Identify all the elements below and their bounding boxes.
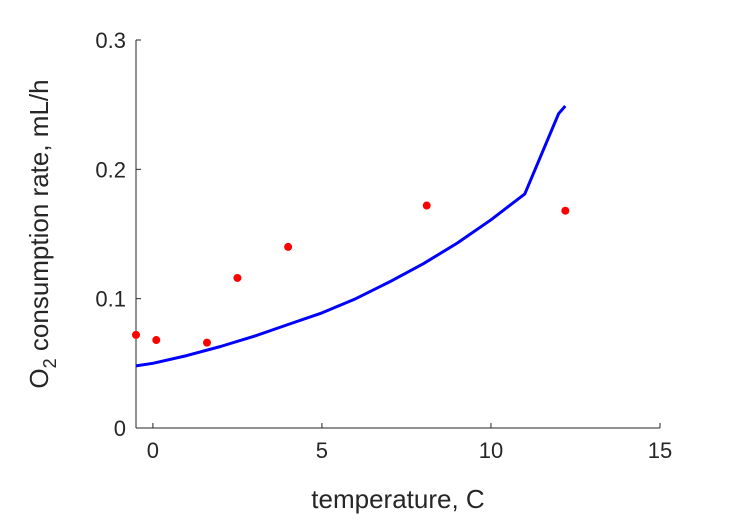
data-point xyxy=(233,273,242,282)
data-point xyxy=(152,336,161,345)
y-axis-label-main: O xyxy=(24,368,54,388)
data-point xyxy=(284,242,293,251)
y-tick-label: 0 xyxy=(114,416,126,441)
data-point xyxy=(422,201,431,210)
series-group xyxy=(132,105,570,368)
data-point xyxy=(561,206,570,215)
y-axis-label-subscript: 2 xyxy=(40,358,60,368)
x-axis-label: temperature, C xyxy=(311,484,484,514)
y-ticks: 0 0.1 0.2 0.3 xyxy=(95,28,141,441)
x-tick-label: 5 xyxy=(316,438,328,463)
x-tick-label: 15 xyxy=(648,438,672,463)
y-tick-label: 0.1 xyxy=(95,287,126,312)
y-tick-label: 0.2 xyxy=(95,157,126,182)
y-axis-label-rest: consumption rate, mL/h xyxy=(24,79,54,358)
y-axis-label: O2 consumption rate, mL/h xyxy=(24,79,60,388)
data-point xyxy=(202,338,211,347)
x-tick-label: 10 xyxy=(479,438,503,463)
fit-curve xyxy=(135,105,567,368)
plot-area: 0 5 10 15 0 0.1 0.2 0.3 xyxy=(95,28,672,463)
x-ticks: 0 5 10 15 xyxy=(147,423,672,463)
data-point xyxy=(132,330,140,339)
y-tick-label: 0.3 xyxy=(95,28,126,53)
x-tick-label: 0 xyxy=(147,438,159,463)
